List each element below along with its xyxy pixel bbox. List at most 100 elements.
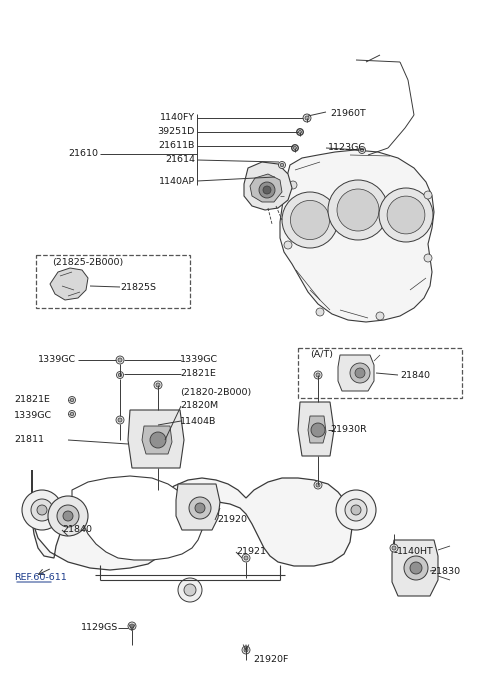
Text: 21830: 21830 <box>430 566 460 575</box>
Circle shape <box>303 115 311 122</box>
Text: 39251D: 39251D <box>157 127 195 136</box>
Text: 1123GC: 1123GC <box>328 143 366 152</box>
Circle shape <box>359 147 365 154</box>
Text: (A/T): (A/T) <box>310 350 333 359</box>
Text: 1140FY: 1140FY <box>160 113 195 122</box>
Text: 1339GC: 1339GC <box>14 411 52 420</box>
Circle shape <box>280 163 284 167</box>
Circle shape <box>410 562 422 574</box>
Circle shape <box>345 499 367 521</box>
Circle shape <box>289 181 297 189</box>
Text: 1339GC: 1339GC <box>38 356 76 364</box>
Polygon shape <box>128 410 184 468</box>
Circle shape <box>117 372 123 379</box>
Circle shape <box>69 411 75 418</box>
Circle shape <box>31 499 53 521</box>
Circle shape <box>404 556 428 580</box>
Circle shape <box>263 186 271 194</box>
Polygon shape <box>392 540 438 596</box>
Polygon shape <box>72 476 202 560</box>
Bar <box>298 348 462 398</box>
Circle shape <box>376 312 384 320</box>
Text: 21611B: 21611B <box>158 142 195 151</box>
Polygon shape <box>50 268 88 300</box>
Text: 1339GC: 1339GC <box>180 356 218 364</box>
Circle shape <box>379 188 433 242</box>
Text: 11404B: 11404B <box>180 416 216 425</box>
Circle shape <box>316 373 320 377</box>
Circle shape <box>355 368 365 378</box>
Text: 1140AP: 1140AP <box>159 177 195 186</box>
Text: 21921: 21921 <box>236 548 266 557</box>
Circle shape <box>244 556 248 560</box>
Text: 21811: 21811 <box>14 436 44 445</box>
Circle shape <box>424 191 432 199</box>
Text: REF.60-611: REF.60-611 <box>14 573 67 582</box>
Circle shape <box>278 161 286 168</box>
Circle shape <box>130 624 134 628</box>
Circle shape <box>298 130 302 133</box>
Circle shape <box>154 381 162 389</box>
Circle shape <box>316 483 320 487</box>
Circle shape <box>311 423 325 437</box>
Polygon shape <box>32 470 352 570</box>
Text: (21825-2B000): (21825-2B000) <box>52 259 123 268</box>
Circle shape <box>316 308 324 316</box>
Circle shape <box>128 622 136 630</box>
Circle shape <box>184 584 196 596</box>
Circle shape <box>116 416 124 424</box>
Circle shape <box>314 481 322 489</box>
Circle shape <box>57 505 79 527</box>
Circle shape <box>293 146 297 149</box>
Circle shape <box>70 398 74 402</box>
Text: 21930R: 21930R <box>330 425 367 434</box>
Circle shape <box>189 497 211 519</box>
Text: 1140HT: 1140HT <box>397 548 434 557</box>
Circle shape <box>299 131 301 133</box>
Text: 21840: 21840 <box>62 525 92 534</box>
Circle shape <box>297 129 303 136</box>
Text: 21614: 21614 <box>165 156 195 165</box>
Text: 21825S: 21825S <box>120 282 156 291</box>
Text: 21821E: 21821E <box>14 395 50 404</box>
Circle shape <box>390 544 398 552</box>
Polygon shape <box>244 162 292 210</box>
Polygon shape <box>142 426 172 454</box>
Circle shape <box>305 116 309 120</box>
Circle shape <box>387 196 425 234</box>
Text: 21920: 21920 <box>217 516 247 525</box>
Circle shape <box>336 490 376 530</box>
Text: 21840: 21840 <box>400 370 430 379</box>
Text: 21920F: 21920F <box>253 655 288 664</box>
Circle shape <box>195 503 205 513</box>
Circle shape <box>242 646 250 654</box>
Circle shape <box>305 116 309 120</box>
Circle shape <box>360 148 364 152</box>
Text: 21820M: 21820M <box>180 402 218 411</box>
Polygon shape <box>176 484 220 530</box>
Circle shape <box>392 546 396 550</box>
Text: 21821E: 21821E <box>180 370 216 379</box>
Circle shape <box>150 432 166 448</box>
Text: 21610: 21610 <box>68 149 98 158</box>
Circle shape <box>244 648 248 652</box>
Circle shape <box>350 363 370 383</box>
Circle shape <box>337 189 379 231</box>
Circle shape <box>48 496 88 536</box>
Circle shape <box>259 182 275 198</box>
Polygon shape <box>250 174 282 202</box>
Circle shape <box>37 505 47 515</box>
Circle shape <box>290 200 330 240</box>
Circle shape <box>118 358 122 362</box>
Text: 1129GS: 1129GS <box>81 623 118 632</box>
Circle shape <box>118 418 122 422</box>
Text: (21820-2B000): (21820-2B000) <box>180 389 251 398</box>
Circle shape <box>70 412 74 416</box>
Circle shape <box>69 397 75 404</box>
Circle shape <box>242 554 250 562</box>
Polygon shape <box>308 416 326 443</box>
Circle shape <box>293 147 297 149</box>
Circle shape <box>63 511 73 521</box>
Circle shape <box>351 505 361 515</box>
Bar <box>36 255 190 308</box>
